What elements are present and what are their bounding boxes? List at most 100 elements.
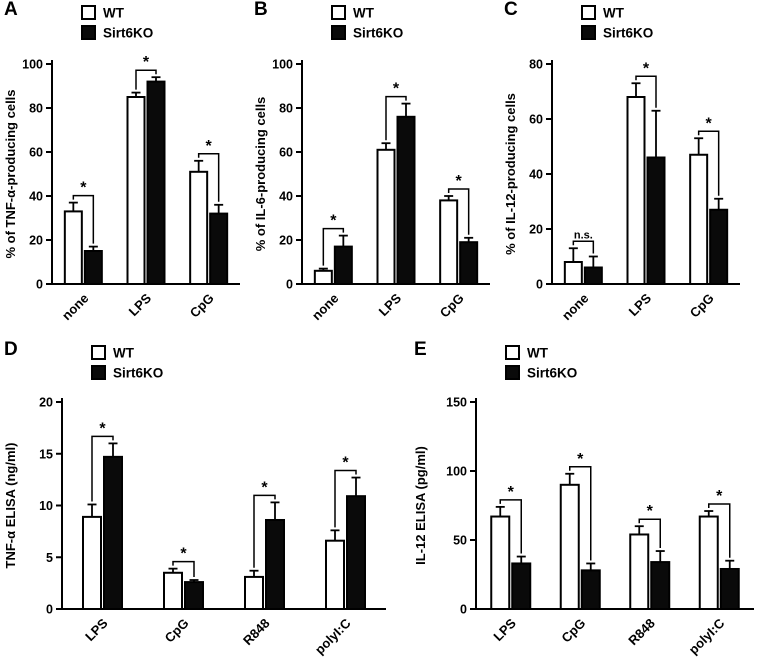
y-tick-label: 20 [29,234,43,248]
panel-b-chart: WT Sirt6KO 0 20 40 60 80 100 % of IL-6-producing… [253,5,490,323]
sig-bracket-CpG [569,466,592,561]
x-category-label-none: none [59,291,92,324]
y-tick-label: 60 [29,146,43,160]
y-tick-label: 0 [36,278,43,292]
y-axis-title: % of IL-6-producing cells [253,97,268,252]
y-tick-label: 0 [536,278,543,292]
y-tick-label: 60 [279,146,293,160]
bar-Sirt6KO-CpG [209,212,229,286]
legend-label-Sirt6KO: Sirt6KO [103,26,153,41]
top-row: A WT Sirt6KO 0 20 40 60 80 100 % of TNF-α-produc… [0,0,768,340]
sig-label-CpG: * [577,451,584,468]
bar-WT-polyI:C [325,539,345,610]
legend-label-WT: WT [603,6,625,21]
bar-Sirt6KO-R848 [650,561,671,610]
y-tick-label: 80 [279,102,293,116]
legend-label-Sirt6KO: Sirt6KO [113,366,163,381]
sig-bracket-CpG [197,153,220,202]
y-tick-label: 0 [286,278,293,292]
y-tick-label: 20 [279,234,293,248]
y-tick-label: 40 [279,190,293,204]
bar-WT-R848 [244,575,264,610]
legend-swatch-WT [581,5,596,20]
panel-c: C WT Sirt6KO 0 20 40 60 80 % of IL-12-producing… [500,0,768,340]
legend-swatch-Sirt6KO [505,365,520,380]
y-axis-title: % of TNF-α-producing cells [3,89,18,258]
bar-Sirt6KO-R848 [265,518,285,611]
legend-swatch-WT [331,5,346,20]
y-tick-label: 40 [29,190,43,204]
panel-e-chart: WT Sirt6KO 0 50 100 150 IL-12 ELISA (pg/ml) * LP… [413,345,754,657]
bar-Sirt6KO-LPS [103,455,123,611]
x-category-label-R848: R848 [625,616,658,649]
x-category-label-LPS: LPS [82,615,111,644]
bar-Sirt6KO-LPS [511,562,532,611]
sig-label-LPS: * [143,54,150,71]
sig-label-polyI:C: * [342,455,349,472]
x-category-label-polyI:C: polyI:C [686,615,728,657]
x-category-label-CpG: CpG [187,291,217,321]
y-tick-label: 0 [460,603,467,617]
legend-swatch-WT [81,5,96,20]
bar-WT-CpG [163,571,183,610]
sig-label-R848: * [261,479,268,496]
panel-d-letter: D [4,339,18,360]
bar-Sirt6KO-polyI:C [346,495,366,610]
y-tick-label: 40 [529,168,543,182]
panel-a-letter: A [4,0,18,20]
panel-e-letter: E [414,339,427,360]
sig-label-LPS: * [643,60,650,77]
bar-WT-CpG [559,483,580,610]
legend-label-Sirt6KO: Sirt6KO [603,26,653,41]
legend-label-Sirt6KO: Sirt6KO [353,26,403,41]
bar-Sirt6KO-none [583,266,603,285]
bar-WT-LPS [126,96,146,285]
y-tick-label: 100 [272,58,293,72]
sig-label-LPS: * [99,420,106,437]
x-category-label-LPS: LPS [376,290,405,319]
y-tick-label: 150 [446,396,467,410]
y-tick-label: 100 [446,465,467,479]
sig-label-CpG: * [706,115,713,132]
bar-WT-LPS [376,148,396,285]
x-category-label-CpG: CpG [558,616,588,646]
bar-WT-LPS [626,96,646,285]
y-tick-label: 80 [29,102,43,116]
y-tick-label: 10 [39,499,53,513]
sig-label-R848: * [647,503,654,520]
sig-label-LPS: * [393,81,400,98]
panel-a: A WT Sirt6KO 0 20 40 60 80 100 % of TNF-α-produc… [0,0,250,340]
bar-WT-none [313,269,333,285]
legend-swatch-WT [505,345,520,360]
y-tick-label: 100 [22,58,43,72]
sig-label-CpG: * [456,173,463,190]
bar-Sirt6KO-LPS [146,80,166,285]
x-category-label-none: none [559,291,592,324]
y-tick-label: 5 [46,551,53,565]
panel-c-chart: WT Sirt6KO 0 20 40 60 80 % of IL-12-producing c… [503,5,740,324]
sig-label-LPS: * [508,484,515,501]
legend-swatch-Sirt6KO [91,365,106,380]
sig-bracket-none [72,194,95,244]
sig-label-CpG: * [206,138,213,155]
sig-bracket-polyI:C [708,503,731,558]
legend-label-WT: WT [353,6,375,21]
bar-Sirt6KO-none [83,250,103,285]
panel-b-letter: B [254,0,268,20]
legend-label-WT: WT [113,346,135,361]
y-tick-label: 20 [529,223,543,237]
y-axis-title: TNF-α ELISA (ng/ml) [3,443,18,569]
sig-bracket-CpG [172,560,195,578]
legend-label-WT: WT [103,6,125,21]
sig-bracket-LPS [635,75,657,108]
sig-bracket-CpG [447,188,470,235]
bar-WT-CpG [689,153,709,285]
y-tick-label: 80 [529,58,543,72]
x-category-label-R848: R848 [240,616,273,649]
sig-label-none: * [80,180,87,197]
bar-Sirt6KO-CpG [459,241,479,285]
panel-c-letter: C [504,0,518,20]
bottom-row: D WT Sirt6KO 0 5 10 15 20 TNF-α ELISA (ng/ml) * L… [0,339,768,671]
legend-swatch-Sirt6KO [81,25,96,40]
